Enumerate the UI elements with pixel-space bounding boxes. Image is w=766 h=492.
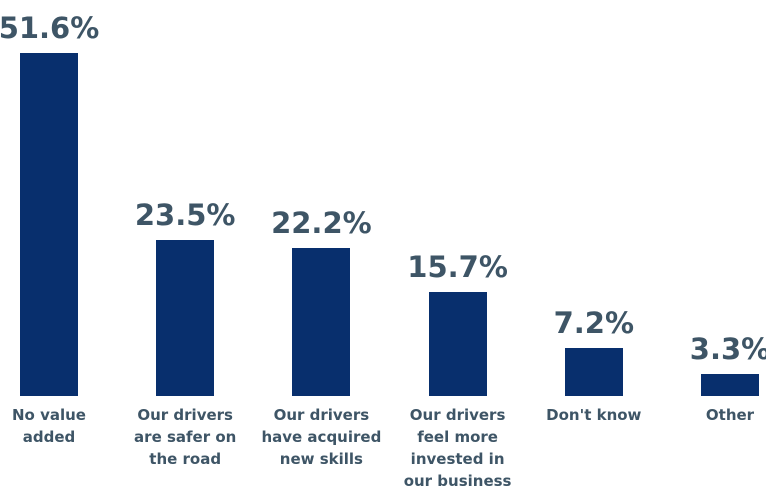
bar	[428, 291, 487, 396]
value-label: 22.2%	[271, 206, 372, 241]
bar	[701, 374, 759, 396]
value-label: 23.5%	[134, 197, 236, 232]
bar	[20, 53, 78, 396]
value-label: 15.7%	[407, 249, 508, 284]
category-label: Other	[705, 406, 755, 424]
value-label: 51.6%	[0, 11, 100, 45]
category-label: Our drivers have acquired new skills	[261, 406, 382, 468]
value-label: 3.3%	[689, 332, 766, 367]
bar	[564, 348, 623, 396]
bar	[292, 248, 351, 396]
category-label: Don't know	[546, 406, 642, 424]
category-label: No value added	[12, 406, 86, 446]
category-label: Our drivers are safer on the road	[134, 406, 237, 468]
value-label: 7.2%	[553, 306, 635, 341]
bar	[156, 239, 215, 396]
category-label: Our drivers feel more invested in our bu…	[403, 406, 512, 490]
